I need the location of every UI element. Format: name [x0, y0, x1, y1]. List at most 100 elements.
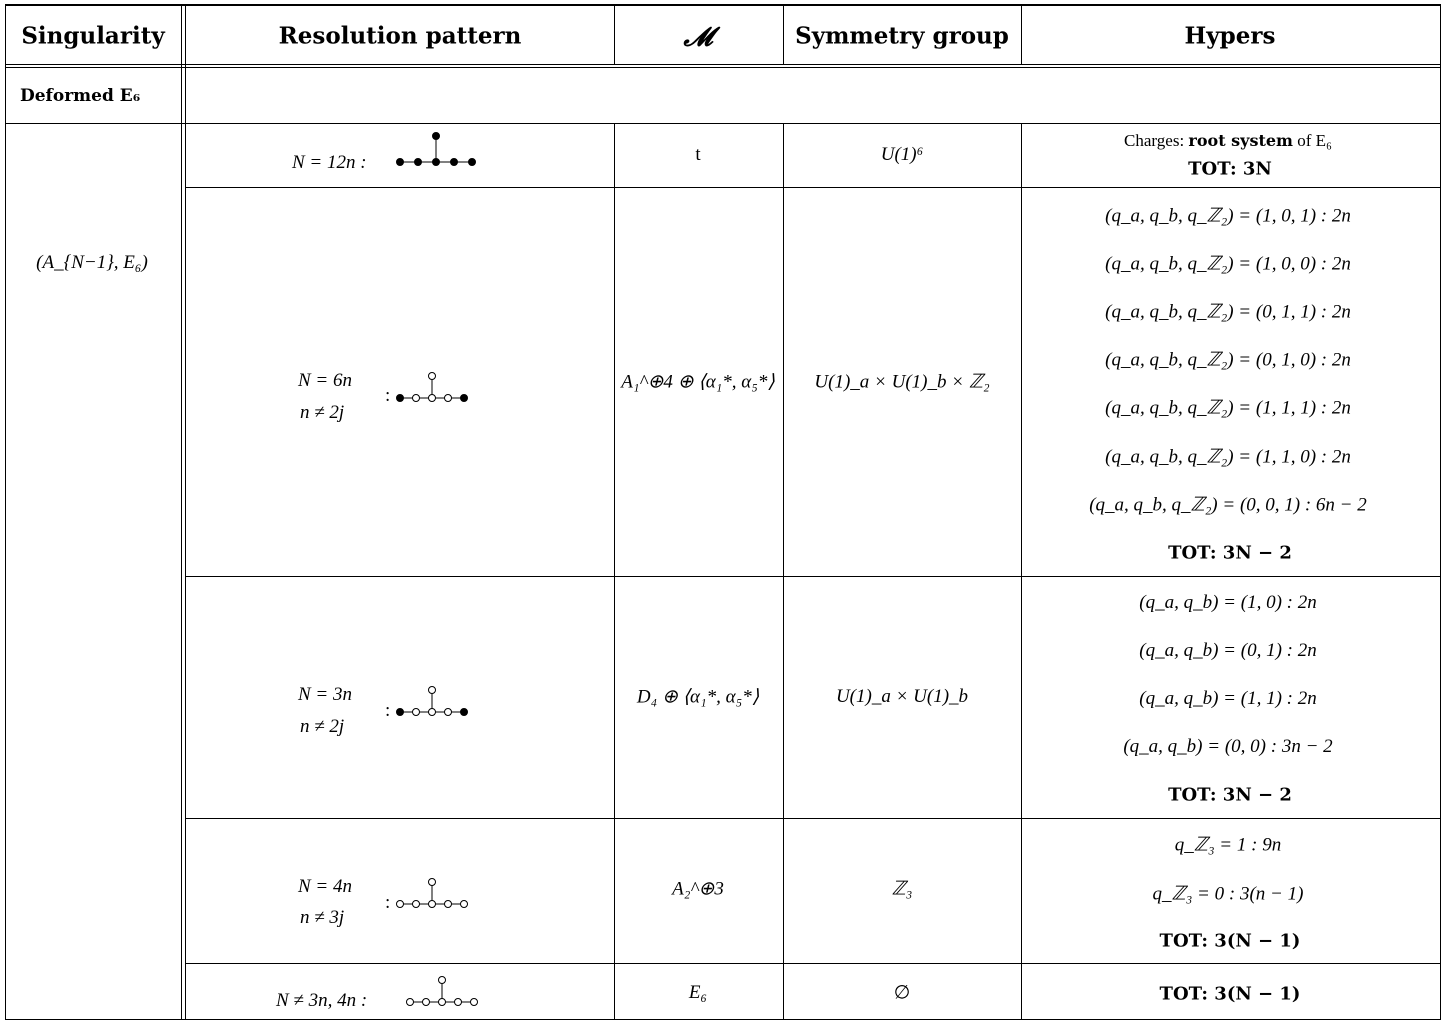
- singularity-label: (A_{N−1}, E₆): [36, 252, 148, 273]
- row4-symmetry: ℤ₃: [891, 878, 913, 900]
- dynkin-node-filled: [468, 158, 476, 166]
- rule-row4-bottom: [186, 963, 1441, 964]
- dynkin-node-empty: [454, 998, 462, 1006]
- dynkin-node-filled: [432, 132, 440, 140]
- dynkin-node-empty: [460, 900, 468, 908]
- row1-hypers-bold: root system: [1188, 131, 1293, 150]
- row5-dynkin-diagram: [406, 976, 478, 1006]
- rule-col-sym-left: [783, 4, 784, 65]
- dynkin-node-empty: [396, 900, 404, 908]
- rule-col-sym-left-body: [783, 123, 784, 1020]
- dynkin-node-empty: [412, 394, 420, 402]
- row2-total: TOT: 3N − 2: [1168, 542, 1292, 564]
- dynkin-node-filled: [414, 158, 422, 166]
- rule-header-bottom-2: [5, 67, 1441, 68]
- dynkin-node-empty: [428, 394, 436, 402]
- row2-hyper-1: (q_a, q_b, q_ℤ₂) = (1, 0, 1) : 2n: [1105, 205, 1351, 227]
- row4-hyper-2: q_ℤ₃ = 0 : 3(n − 1): [1152, 883, 1304, 905]
- row1-symmetry: U(1)⁶: [880, 144, 924, 165]
- row1-hypers-charges: Charges: root system of E₆: [1124, 131, 1332, 151]
- row3-hyper-2: (q_a, q_b) = (0, 1) : 2n: [1139, 640, 1317, 661]
- row3-M: D₄ ⊕ ⟨α₁*, α₅*⟩: [636, 686, 760, 708]
- row2-dynkin-diagram: [396, 372, 468, 402]
- dynkin-node-empty: [438, 976, 446, 984]
- row3-hyper-3: (q_a, q_b) = (1, 1) : 2n: [1139, 688, 1317, 709]
- rule-row2-bottom: [186, 576, 1441, 577]
- row2-hyper-7: (q_a, q_b, q_ℤ₂) = (0, 0, 1) : 6n − 2: [1089, 494, 1367, 516]
- dynkin-node-empty: [438, 998, 446, 1006]
- rule-col-hyp-left: [1021, 4, 1022, 65]
- row2-hyper-3: (q_a, q_b, q_ℤ₂) = (0, 1, 1) : 2n: [1105, 301, 1351, 323]
- rule-left: [5, 4, 6, 1020]
- rule-col-m-left: [614, 4, 615, 65]
- section-label: Deformed E₆: [20, 86, 140, 106]
- row2-hyper-5: (q_a, q_b, q_ℤ₂) = (1, 1, 1) : 2n: [1105, 397, 1351, 419]
- dynkin-node-empty: [444, 900, 452, 908]
- rule-double-b: [185, 4, 186, 1020]
- row5-resolution-text: N ≠ 3n, 4n :: [276, 990, 368, 1011]
- row1-M: t: [695, 144, 701, 165]
- row4-resolution-cond: n ≠ 3j: [300, 907, 345, 928]
- dynkin-node-filled: [460, 394, 468, 402]
- dynkin-node-filled: [460, 708, 468, 716]
- dynkin-node-empty: [428, 878, 436, 886]
- dynkin-node-empty: [406, 998, 414, 1006]
- header-lattice-M: 𝓜: [683, 22, 713, 53]
- dynkin-node-empty: [428, 900, 436, 908]
- row3-hyper-4: (q_a, q_b) = (0, 0) : 3n − 2: [1123, 736, 1333, 757]
- rule-row3-bottom: [186, 818, 1441, 819]
- dynkin-node-empty: [412, 900, 420, 908]
- row5-total: TOT: 3(N − 1): [1159, 983, 1301, 1005]
- row3-total: TOT: 3N − 2: [1168, 784, 1292, 806]
- row4-dynkin-diagram: [396, 878, 468, 908]
- row2-M: A₁^⊕4 ⊕ ⟨α₁*, α₅*⟩: [621, 371, 775, 393]
- row3-symmetry: U(1)_a × U(1)_b: [835, 686, 969, 707]
- row1-resolution-text: N = 12n :: [292, 152, 367, 173]
- rule-right: [1440, 4, 1441, 1020]
- rule-col-m-left-body: [614, 123, 615, 1020]
- rule-row1-bottom: [186, 187, 1441, 188]
- row2-hyper-6: (q_a, q_b, q_ℤ₂) = (1, 1, 0) : 2n: [1105, 446, 1351, 468]
- row4-resolution-colon: :: [385, 892, 391, 913]
- row5-symmetry: ∅: [893, 982, 911, 1004]
- dynkin-node-empty: [444, 708, 452, 716]
- rule-col-hyp-left-body: [1021, 123, 1022, 1020]
- dynkin-node-empty: [428, 686, 436, 694]
- rule-bottom: [5, 1019, 1441, 1020]
- dynkin-node-empty: [428, 708, 436, 716]
- row3-resolution-N: N = 3n: [298, 684, 352, 705]
- dynkin-node-empty: [422, 998, 430, 1006]
- header-symmetry-group: Symmetry group: [795, 22, 1009, 50]
- rule-top: [5, 4, 1441, 6]
- dynkin-node-empty: [470, 998, 478, 1006]
- row3-resolution-cond: n ≠ 2j: [300, 716, 345, 737]
- row3-dynkin-diagram: [396, 686, 468, 716]
- rule-section-bottom: [5, 123, 1441, 124]
- section-label-text: Deformed E₆: [20, 86, 141, 106]
- dynkin-node-filled: [396, 708, 404, 716]
- dynkin-node-empty: [444, 394, 452, 402]
- rule-header-bottom-1: [5, 64, 1441, 65]
- rule-double-a: [181, 4, 182, 1020]
- row4-M: A₂^⊕3: [672, 878, 724, 900]
- dynkin-node-filled: [432, 158, 440, 166]
- row2-symmetry: U(1)_a × U(1)_b × ℤ₂: [814, 371, 990, 393]
- dynkin-node-filled: [396, 158, 404, 166]
- row1-total: TOT: 3N: [1188, 158, 1272, 180]
- row4-total: TOT: 3(N − 1): [1159, 930, 1301, 952]
- dynkin-node-filled: [450, 158, 458, 166]
- row4-hyper-1: q_ℤ₃ = 1 : 9n: [1174, 834, 1282, 856]
- row1-hypers-post: of E₆: [1297, 131, 1332, 150]
- header-singularity: Singularity: [21, 22, 165, 50]
- row5-M: E₆: [688, 982, 708, 1003]
- header-resolution-pattern: Resolution pattern: [278, 22, 522, 50]
- row2-resolution-cond: n ≠ 2j: [300, 402, 345, 423]
- row1-hypers-pre: Charges:: [1124, 131, 1185, 150]
- dynkin-node-empty: [412, 708, 420, 716]
- row2-resolution-N: N = 6n: [298, 370, 352, 391]
- row3-hyper-1: (q_a, q_b) = (1, 0) : 2n: [1139, 592, 1317, 613]
- row3-resolution-colon: :: [385, 700, 391, 721]
- row1-dynkin-diagram: [396, 132, 476, 166]
- dynkin-node-empty: [428, 372, 436, 380]
- row2-hyper-2: (q_a, q_b, q_ℤ₂) = (1, 0, 0) : 2n: [1105, 253, 1351, 275]
